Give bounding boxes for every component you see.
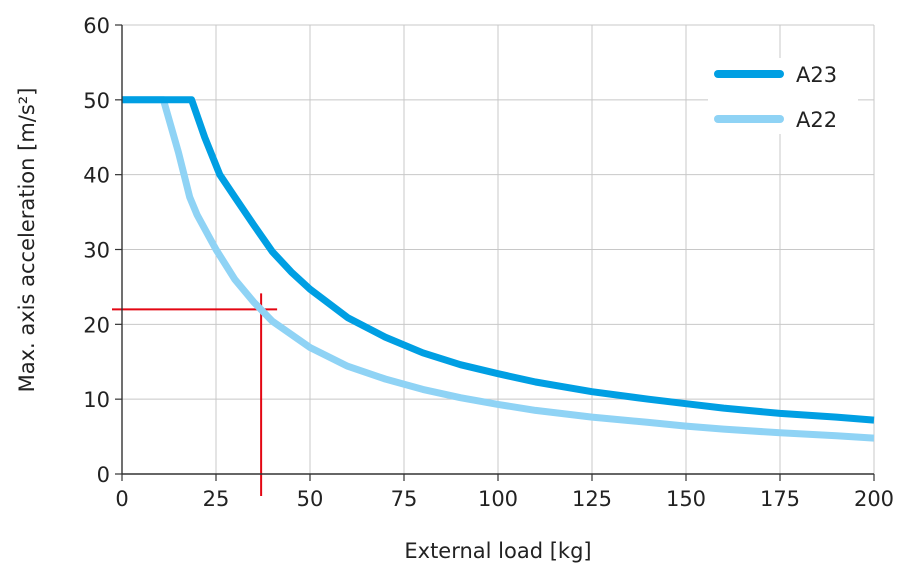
x-tick-label: 75 xyxy=(391,487,418,511)
axes xyxy=(115,24,875,481)
x-tick-label: 25 xyxy=(203,487,230,511)
y-axis-title: Max. axis acceleration [m/s²] xyxy=(15,88,39,393)
x-tick-label: 0 xyxy=(115,487,128,511)
x-tick-label: 150 xyxy=(666,487,706,511)
legend-label-a22: A22 xyxy=(796,108,837,132)
annotation xyxy=(112,293,278,496)
y-tick-label: 10 xyxy=(83,388,110,412)
y-tick-label: 60 xyxy=(83,14,110,38)
x-tick-label: 50 xyxy=(297,487,324,511)
x-tick-label: 200 xyxy=(854,487,894,511)
y-tick-label: 40 xyxy=(83,164,110,188)
tick-labels: 0 25 50 75 100 125 150 175 200 0 10 20 30 40 50 60 xyxy=(83,14,894,511)
y-tick-label: 20 xyxy=(83,313,110,337)
y-tick-label: 30 xyxy=(83,239,110,263)
x-tick-label: 125 xyxy=(572,487,612,511)
y-tick-label: 50 xyxy=(83,89,110,113)
legend-label-a23: A23 xyxy=(796,63,837,87)
x-tick-label: 175 xyxy=(760,487,800,511)
y-tick-label: 0 xyxy=(97,463,110,487)
series-lines xyxy=(122,96,875,442)
legend: A23 A22 xyxy=(708,58,858,134)
series-line-a23 xyxy=(122,96,875,424)
x-tick-label: 100 xyxy=(478,487,518,511)
series-line-a22 xyxy=(122,96,875,442)
x-axis-title: External load [kg] xyxy=(404,539,591,563)
